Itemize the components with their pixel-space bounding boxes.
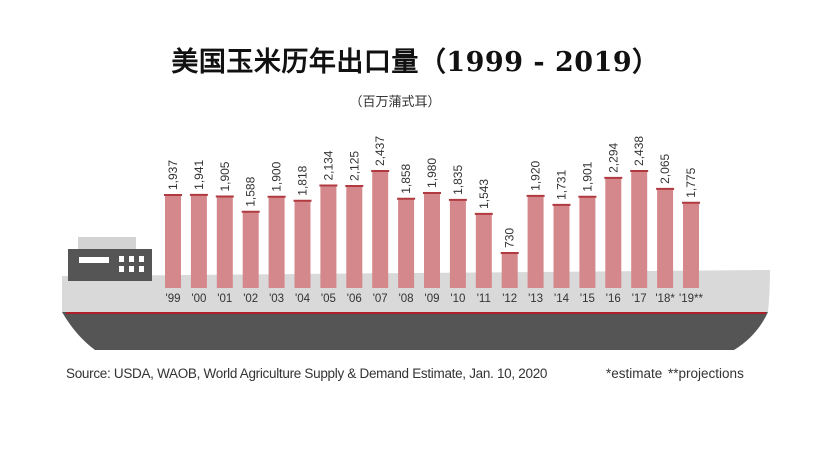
- bar-value-label: 2,437: [373, 136, 387, 166]
- bar: [657, 188, 674, 288]
- category-label: '00: [191, 293, 206, 305]
- ship-cabin-window: [119, 256, 124, 262]
- ship-cabin-window: [129, 266, 134, 272]
- bar-value-label: 1,901: [580, 161, 594, 191]
- bar: [398, 198, 415, 288]
- ship-cabin-window: [139, 256, 144, 262]
- bar-value-label: 1,835: [451, 165, 465, 195]
- bar-value-label: 1,731: [555, 170, 569, 200]
- category-label: '12: [502, 293, 517, 305]
- category-label: '15: [580, 293, 595, 305]
- chart-subtitle: （百万蒲式耳）: [349, 94, 441, 109]
- bar-value-label: 2,294: [606, 143, 620, 173]
- category-label: '11: [477, 293, 491, 305]
- bar: [216, 196, 233, 288]
- bar-value-label: 1,980: [425, 158, 439, 188]
- bar-value-label: 1,900: [270, 161, 284, 191]
- category-label: '18*: [655, 293, 675, 305]
- category-label: '07: [373, 293, 388, 305]
- bars-group: 1,937 '99 1,941 '00 1,905 '01 1,588 '02 1,900 '03…: [164, 136, 703, 305]
- bar-value-label: 1,543: [477, 179, 491, 209]
- bar: [242, 211, 259, 288]
- bar: [190, 194, 207, 288]
- bar-value-label: 1,818: [296, 165, 310, 195]
- category-label: '10: [450, 293, 465, 305]
- category-label: '13: [528, 293, 543, 305]
- bar-value-label: 1,775: [684, 167, 698, 197]
- ship-cabin-window: [139, 266, 144, 272]
- bar-value-label: 1,588: [244, 176, 258, 206]
- bar: [294, 200, 311, 288]
- bar: [449, 199, 466, 288]
- bar-value-label: 730: [503, 228, 517, 248]
- source-note: Source: USDA, WAOB, World Agriculture Su…: [66, 366, 548, 381]
- category-label: '05: [321, 293, 336, 305]
- category-label: '99: [166, 293, 181, 305]
- bar-value-label: 1,941: [192, 159, 206, 189]
- category-label: '03: [269, 293, 284, 305]
- bar: [165, 195, 181, 288]
- ship-cabin-window: [129, 256, 134, 262]
- bar-value-label: 2,134: [321, 150, 335, 180]
- bar-value-label: 2,125: [347, 151, 361, 181]
- category-label: '06: [347, 293, 362, 305]
- bar: [268, 196, 285, 288]
- category-label: '16: [606, 293, 621, 305]
- bar-value-label: 2,438: [632, 136, 646, 166]
- bar: [605, 177, 622, 288]
- bar-value-label: 1,920: [529, 160, 543, 190]
- category-label: '02: [243, 293, 258, 305]
- bar: [579, 196, 596, 288]
- bar: [501, 252, 518, 288]
- bar: [527, 195, 544, 288]
- bar: [372, 171, 389, 288]
- ship-hull-lower: [62, 312, 768, 350]
- bar: [424, 192, 440, 288]
- bar-value-label: 1,858: [399, 163, 413, 193]
- bar: [631, 170, 648, 288]
- bar-value-label: 1,937: [166, 160, 180, 190]
- category-label: '04: [295, 293, 311, 305]
- bar: [346, 185, 363, 288]
- category-label: '17: [632, 293, 647, 305]
- ship-cabin-roof: [78, 237, 136, 249]
- bar-value-label: 1,905: [218, 161, 232, 191]
- footnote: *estimate **projections: [606, 366, 744, 381]
- ship-cabin: [68, 249, 152, 281]
- bar: [320, 185, 337, 288]
- bar-value-label: 2,065: [658, 154, 672, 184]
- category-label: '19**: [679, 293, 703, 305]
- category-label: '08: [399, 293, 414, 305]
- bar: [683, 202, 699, 288]
- chart-title: 美国玉米历年出口量（1999 - 2019）: [171, 47, 660, 78]
- category-label: '01: [217, 293, 232, 305]
- ship-cabin-window-long: [79, 257, 109, 263]
- bar: [553, 204, 570, 288]
- category-label: '09: [425, 293, 440, 305]
- ship-cabin-window: [119, 266, 124, 272]
- bar: [475, 213, 492, 288]
- category-label: '14: [554, 293, 570, 305]
